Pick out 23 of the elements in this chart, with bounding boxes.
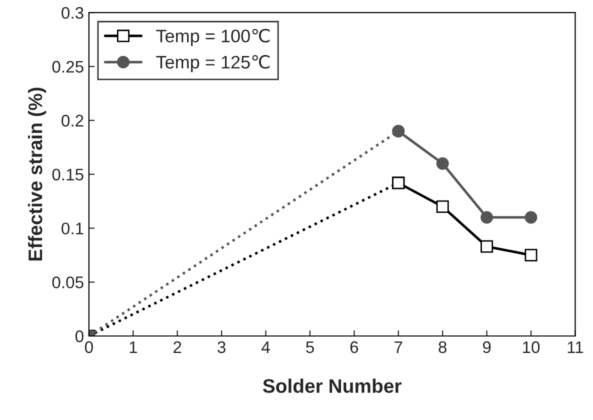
x-tick-label: 8 [438,341,447,354]
y-tick-label: 0.25 [52,60,84,73]
y-tick-label: 0.15 [52,168,84,181]
x-tick-label: 0 [84,341,93,354]
y-tick-label: 0.05 [52,276,84,288]
y-axis-title: Effective strain (%) [28,88,46,261]
y-tick-label: 0.2 [62,114,84,127]
x-tick-label: 5 [306,341,314,354]
y-tick-label: 0 [75,330,84,342]
x-tick-label: 2 [174,341,182,353]
x-tick-label: 7 [394,341,402,353]
y-tick-label: 0.1 [62,222,84,234]
x-tick-label: 11 [568,341,584,353]
legend-label: Temp = 100℃ [156,28,270,46]
x-tick-label: 4 [262,341,270,353]
x-axis-title: Solder Number [262,378,402,393]
x-tick-label: 10 [523,341,540,354]
x-tick-label: 1 [130,341,137,353]
x-tick-label: 3 [218,341,226,354]
x-tick-label: 6 [350,341,358,354]
legend-label: Temp = 125℃ [156,55,270,72]
y-tick-label: 0.3 [62,7,84,19]
x-tick-label: 9 [482,341,491,354]
